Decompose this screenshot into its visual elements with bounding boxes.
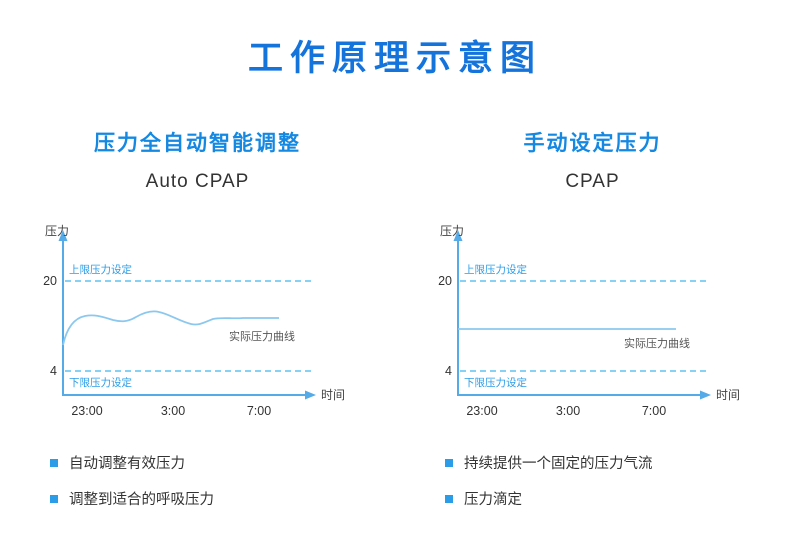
bullet-list: 自动调整有效压力 调整到适合的呼吸压力 (50, 452, 214, 524)
bullet-item: 调整到适合的呼吸压力 (50, 488, 214, 509)
bullet-text: 自动调整有效压力 (69, 456, 185, 472)
y-tick-20: 20 (43, 274, 57, 288)
bullet-list: 持续提供一个固定的压力气流 压力滴定 (445, 452, 653, 524)
upper-limit-label: 上限压力设定 (464, 263, 527, 276)
y-axis-label: 压力 (440, 224, 464, 238)
lower-limit-label: 下限压力设定 (69, 376, 132, 389)
x-tick-2300: 23:00 (71, 404, 102, 418)
y-tick-20: 20 (438, 274, 452, 288)
curve-label: 实际压力曲线 (229, 329, 295, 343)
auto-cpap-pressure-chart: 压力 时间 上限压力设定 20 下限压力设定 4 实际压力曲线 23:00 3:… (43, 224, 345, 418)
square-bullet-icon (50, 458, 58, 467)
panels-row: 压力全自动智能调整 Auto CPAP 压力 时间 上限压力设定 20 下限压力… (0, 127, 790, 524)
bullet-item: 持续提供一个固定的压力气流 (445, 452, 653, 473)
x-axis-arrow-icon (304, 390, 316, 400)
x-axis-label: 时间 (716, 388, 740, 402)
bullet-item: 自动调整有效压力 (50, 452, 214, 473)
square-bullet-icon (50, 494, 58, 503)
x-tick-700: 7:00 (641, 404, 665, 418)
y-axis-label: 压力 (45, 224, 69, 238)
panel-cpap: 手动设定压力 CPAP 压力 时间 上限压力设定 20 下限压力设定 4 (395, 127, 790, 524)
y-tick-4: 4 (50, 364, 57, 378)
x-tick-300: 3:00 (555, 404, 579, 418)
x-tick-700: 7:00 (246, 404, 270, 418)
y-tick-4: 4 (445, 364, 452, 378)
x-tick-300: 3:00 (160, 404, 184, 418)
panel-auto-cpap: 压力全自动智能调整 Auto CPAP 压力 时间 上限压力设定 20 下限压力… (0, 127, 395, 524)
pressure-curve (61, 310, 279, 346)
panel-subheading: Auto CPAP (145, 171, 250, 192)
bullet-item: 压力滴定 (445, 488, 653, 509)
curve-label: 实际压力曲线 (624, 336, 690, 350)
panel-heading: 手动设定压力 (523, 132, 662, 155)
page-title: 工作原理示意图 (247, 39, 542, 78)
upper-limit-label: 上限压力设定 (69, 263, 132, 276)
bullet-text: 持续提供一个固定的压力气流 (464, 456, 653, 472)
y-axis-arrow-icon (58, 230, 67, 241)
bullet-text: 调整到适合的呼吸压力 (69, 492, 214, 508)
lower-limit-label: 下限压力设定 (464, 376, 527, 389)
x-axis-arrow-icon (699, 390, 711, 400)
panel-heading: 压力全自动智能调整 (94, 132, 301, 155)
panel-subheading: CPAP (565, 171, 620, 192)
bullet-text: 压力滴定 (464, 492, 522, 508)
x-axis-label: 时间 (321, 388, 345, 402)
square-bullet-icon (445, 494, 453, 503)
y-axis-arrow-icon (453, 230, 462, 241)
square-bullet-icon (445, 458, 453, 467)
x-tick-2300: 23:00 (466, 404, 497, 418)
cpap-pressure-chart: 压力 时间 上限压力设定 20 下限压力设定 4 实际压力曲线 23:00 3:… (438, 224, 740, 418)
